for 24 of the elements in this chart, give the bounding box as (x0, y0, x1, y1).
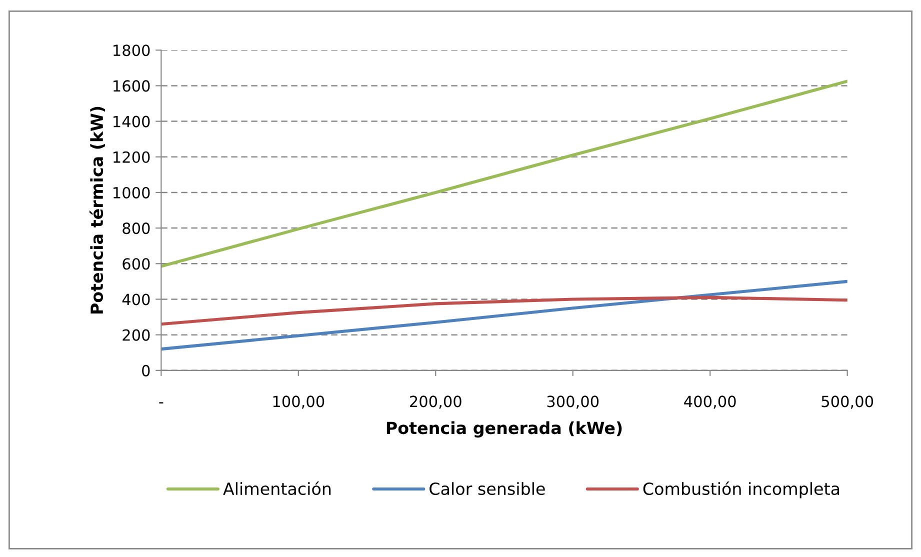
y-tick-label: 200 (122, 329, 150, 341)
y-tick-label: 1000 (114, 186, 150, 198)
y-tick-label: 1600 (114, 80, 150, 92)
y-tick-label: 600 (122, 258, 150, 270)
y-tick-label: 1400 (114, 116, 150, 128)
legend-label: Calor sensible (430, 482, 545, 496)
line-series (161, 80, 848, 268)
x-tick-label: 400,00 (684, 396, 736, 409)
line-series (161, 296, 848, 326)
x-tick-label: 200,00 (410, 396, 462, 409)
x-tick-label: - (159, 402, 164, 404)
y-tick-label: 800 (122, 222, 150, 234)
line-series (161, 280, 848, 351)
y-tick-label: 1200 (114, 151, 150, 163)
y-tick-label: 0 (142, 364, 150, 376)
x-tick-label: 500,00 (822, 396, 874, 409)
legend-label: Alimentación (223, 481, 331, 496)
x-axis-title: Potencia generada (kWe) (386, 421, 622, 438)
x-tick-label: 100,00 (273, 396, 324, 409)
legend-label: Combustión incompleta (643, 481, 840, 498)
y-axis-title: Potencia térmica (kW) (90, 106, 106, 314)
y-tick-label: 1800 (114, 44, 150, 56)
y-tick-label: 400 (122, 294, 150, 306)
x-tick-label: 300,00 (547, 396, 599, 409)
